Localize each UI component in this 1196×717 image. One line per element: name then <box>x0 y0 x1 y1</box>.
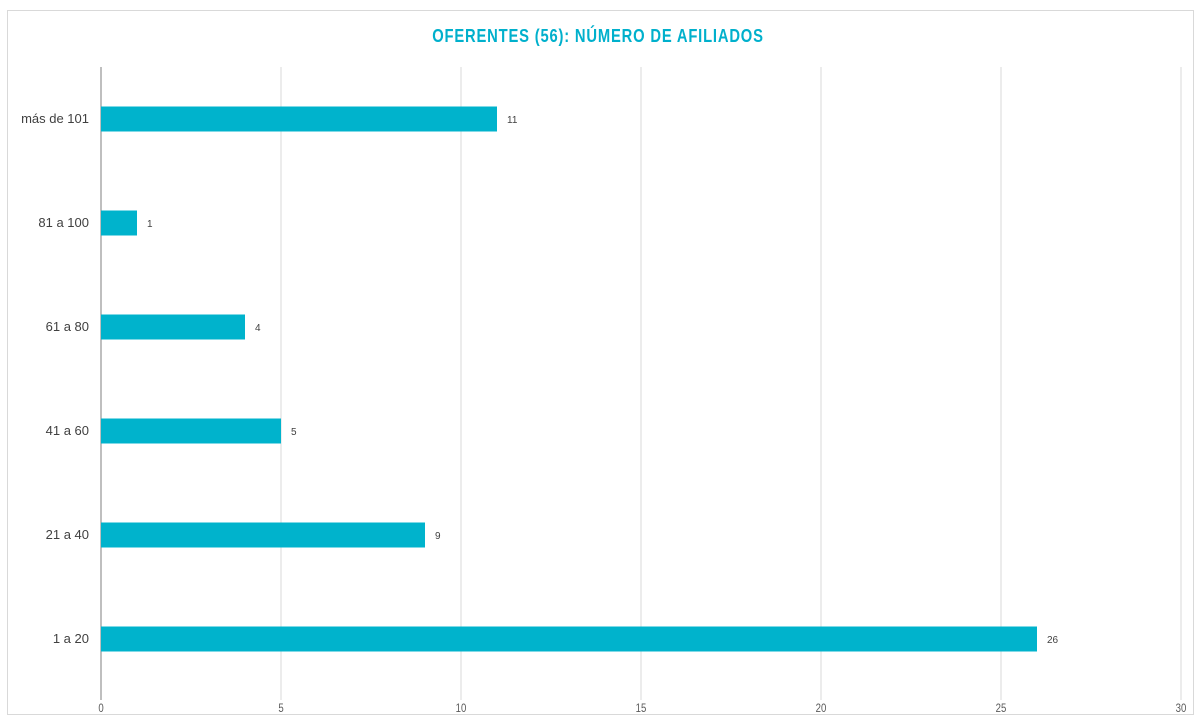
data-label: 5 <box>291 427 297 438</box>
x-tick-label: 5 <box>278 702 283 715</box>
x-tick-label: 15 <box>636 702 647 715</box>
category-label: 61 a 80 <box>46 319 89 334</box>
data-label: 9 <box>435 531 441 542</box>
bar <box>101 314 245 340</box>
chart-title: OFERENTES (56): NÚMERO DE AFILIADOS <box>432 26 764 46</box>
category-label: 21 a 40 <box>46 527 89 542</box>
x-tick-label: 0 <box>98 702 103 715</box>
category-label: más de 101 <box>21 111 89 126</box>
bar <box>101 210 137 236</box>
x-axis-ticks: 0 5 10 15 20 25 30 <box>98 702 1186 715</box>
category-label: 41 a 60 <box>46 423 89 438</box>
bar <box>101 522 425 548</box>
category-label: 1 a 20 <box>53 631 89 646</box>
bar <box>101 106 497 132</box>
x-tick-label: 30 <box>1176 702 1187 715</box>
data-label: 4 <box>255 323 261 334</box>
data-label: 26 <box>1047 635 1059 646</box>
category-labels: más de 101 81 a 100 61 a 80 41 a 60 21 a 40 1… <box>21 111 89 646</box>
data-label: 1 <box>147 219 153 230</box>
x-tick-label: 10 <box>456 702 467 715</box>
gridlines <box>100 67 1182 700</box>
category-label: 81 a 100 <box>38 215 89 230</box>
x-tick-label: 20 <box>816 702 827 715</box>
bar <box>101 626 1037 652</box>
bar <box>101 418 281 444</box>
x-tick-label: 25 <box>996 702 1007 715</box>
data-label: 11 <box>507 115 518 126</box>
bars <box>101 106 1037 652</box>
